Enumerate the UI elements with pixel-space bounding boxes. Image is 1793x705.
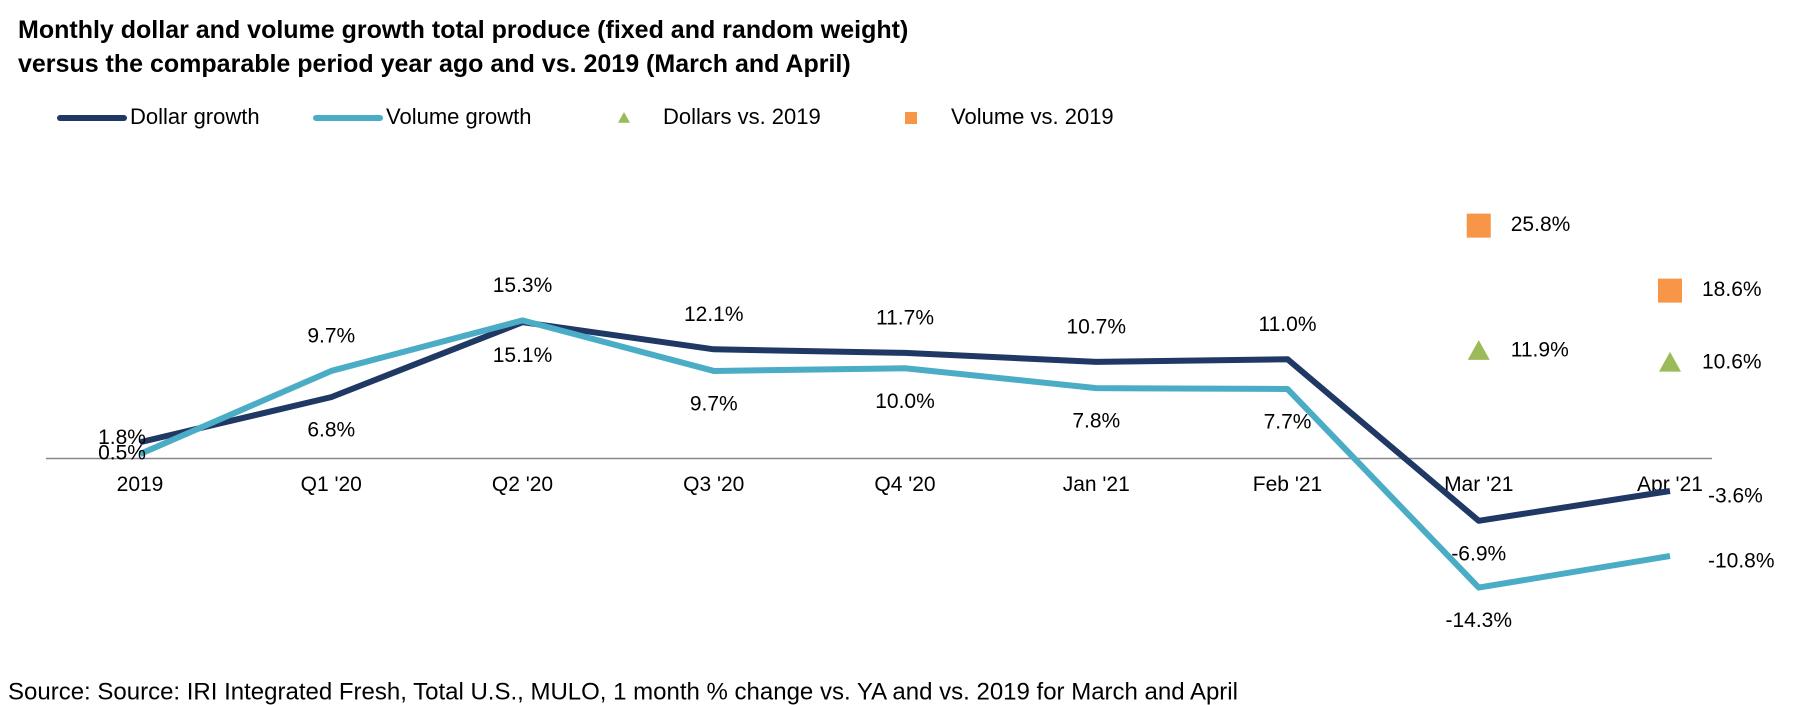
- data-label: 18.6%: [1702, 278, 1762, 301]
- x-tick-label: Q2 '20: [492, 473, 553, 496]
- legend-label: Volume growth: [386, 104, 532, 129]
- data-label: 15.3%: [493, 274, 553, 297]
- data-line: [139, 319, 1671, 524]
- data-marker: [1659, 351, 1681, 372]
- x-tick-label: Apr '21: [1637, 473, 1703, 496]
- legend-label: Dollars vs. 2019: [663, 104, 821, 129]
- data-label: 11.0%: [1259, 313, 1317, 336]
- x-tick-label: Feb '21: [1253, 473, 1322, 496]
- data-label: 7.7%: [1264, 411, 1312, 434]
- data-label: 10.6%: [1702, 350, 1762, 373]
- x-tick-label: 2019: [117, 473, 164, 496]
- x-tick-label: Mar '21: [1444, 473, 1513, 496]
- data-label: -3.6%: [1708, 485, 1763, 508]
- legend-label: Dollar growth: [130, 104, 260, 129]
- data-label: 9.7%: [690, 392, 738, 415]
- data-marker: [1466, 213, 1491, 238]
- data-label: 12.1%: [684, 303, 744, 326]
- data-label: 1.8%: [98, 426, 146, 449]
- x-tick-label: Jan '21: [1063, 473, 1130, 496]
- legend-label: Volume vs. 2019: [951, 104, 1114, 129]
- data-label: 11.7%: [876, 306, 934, 329]
- data-label: 0.5%: [98, 442, 146, 465]
- data-label: -10.8%: [1708, 550, 1775, 573]
- x-tick-label: Q3 '20: [683, 473, 744, 496]
- data-marker: [1658, 278, 1682, 303]
- data-label: -6.9%: [1451, 542, 1506, 565]
- data-label: 25.8%: [1511, 213, 1571, 236]
- data-label: 10.7%: [1066, 315, 1126, 338]
- chart-title: versus the comparable period year ago an…: [18, 50, 851, 78]
- data-label: 7.8%: [1072, 410, 1120, 433]
- x-tick-label: Q1 '20: [301, 473, 362, 496]
- data-line: [138, 317, 1671, 591]
- legend-swatch: [618, 112, 630, 123]
- data-label: 10.0%: [875, 390, 935, 413]
- data-label: 15.1%: [493, 344, 553, 367]
- data-label: 11.9%: [1511, 339, 1569, 362]
- data-label: -14.3%: [1445, 609, 1512, 632]
- source-note: Source: Source: IRI Integrated Fresh, To…: [8, 678, 1238, 705]
- chart-title: Monthly dollar and volume growth total p…: [18, 16, 908, 44]
- x-tick-label: Q4 '20: [874, 473, 935, 496]
- data-label: 9.7%: [307, 324, 355, 347]
- legend-swatch: [905, 112, 917, 124]
- data-marker: [1467, 340, 1490, 360]
- data-label: 6.8%: [307, 419, 355, 442]
